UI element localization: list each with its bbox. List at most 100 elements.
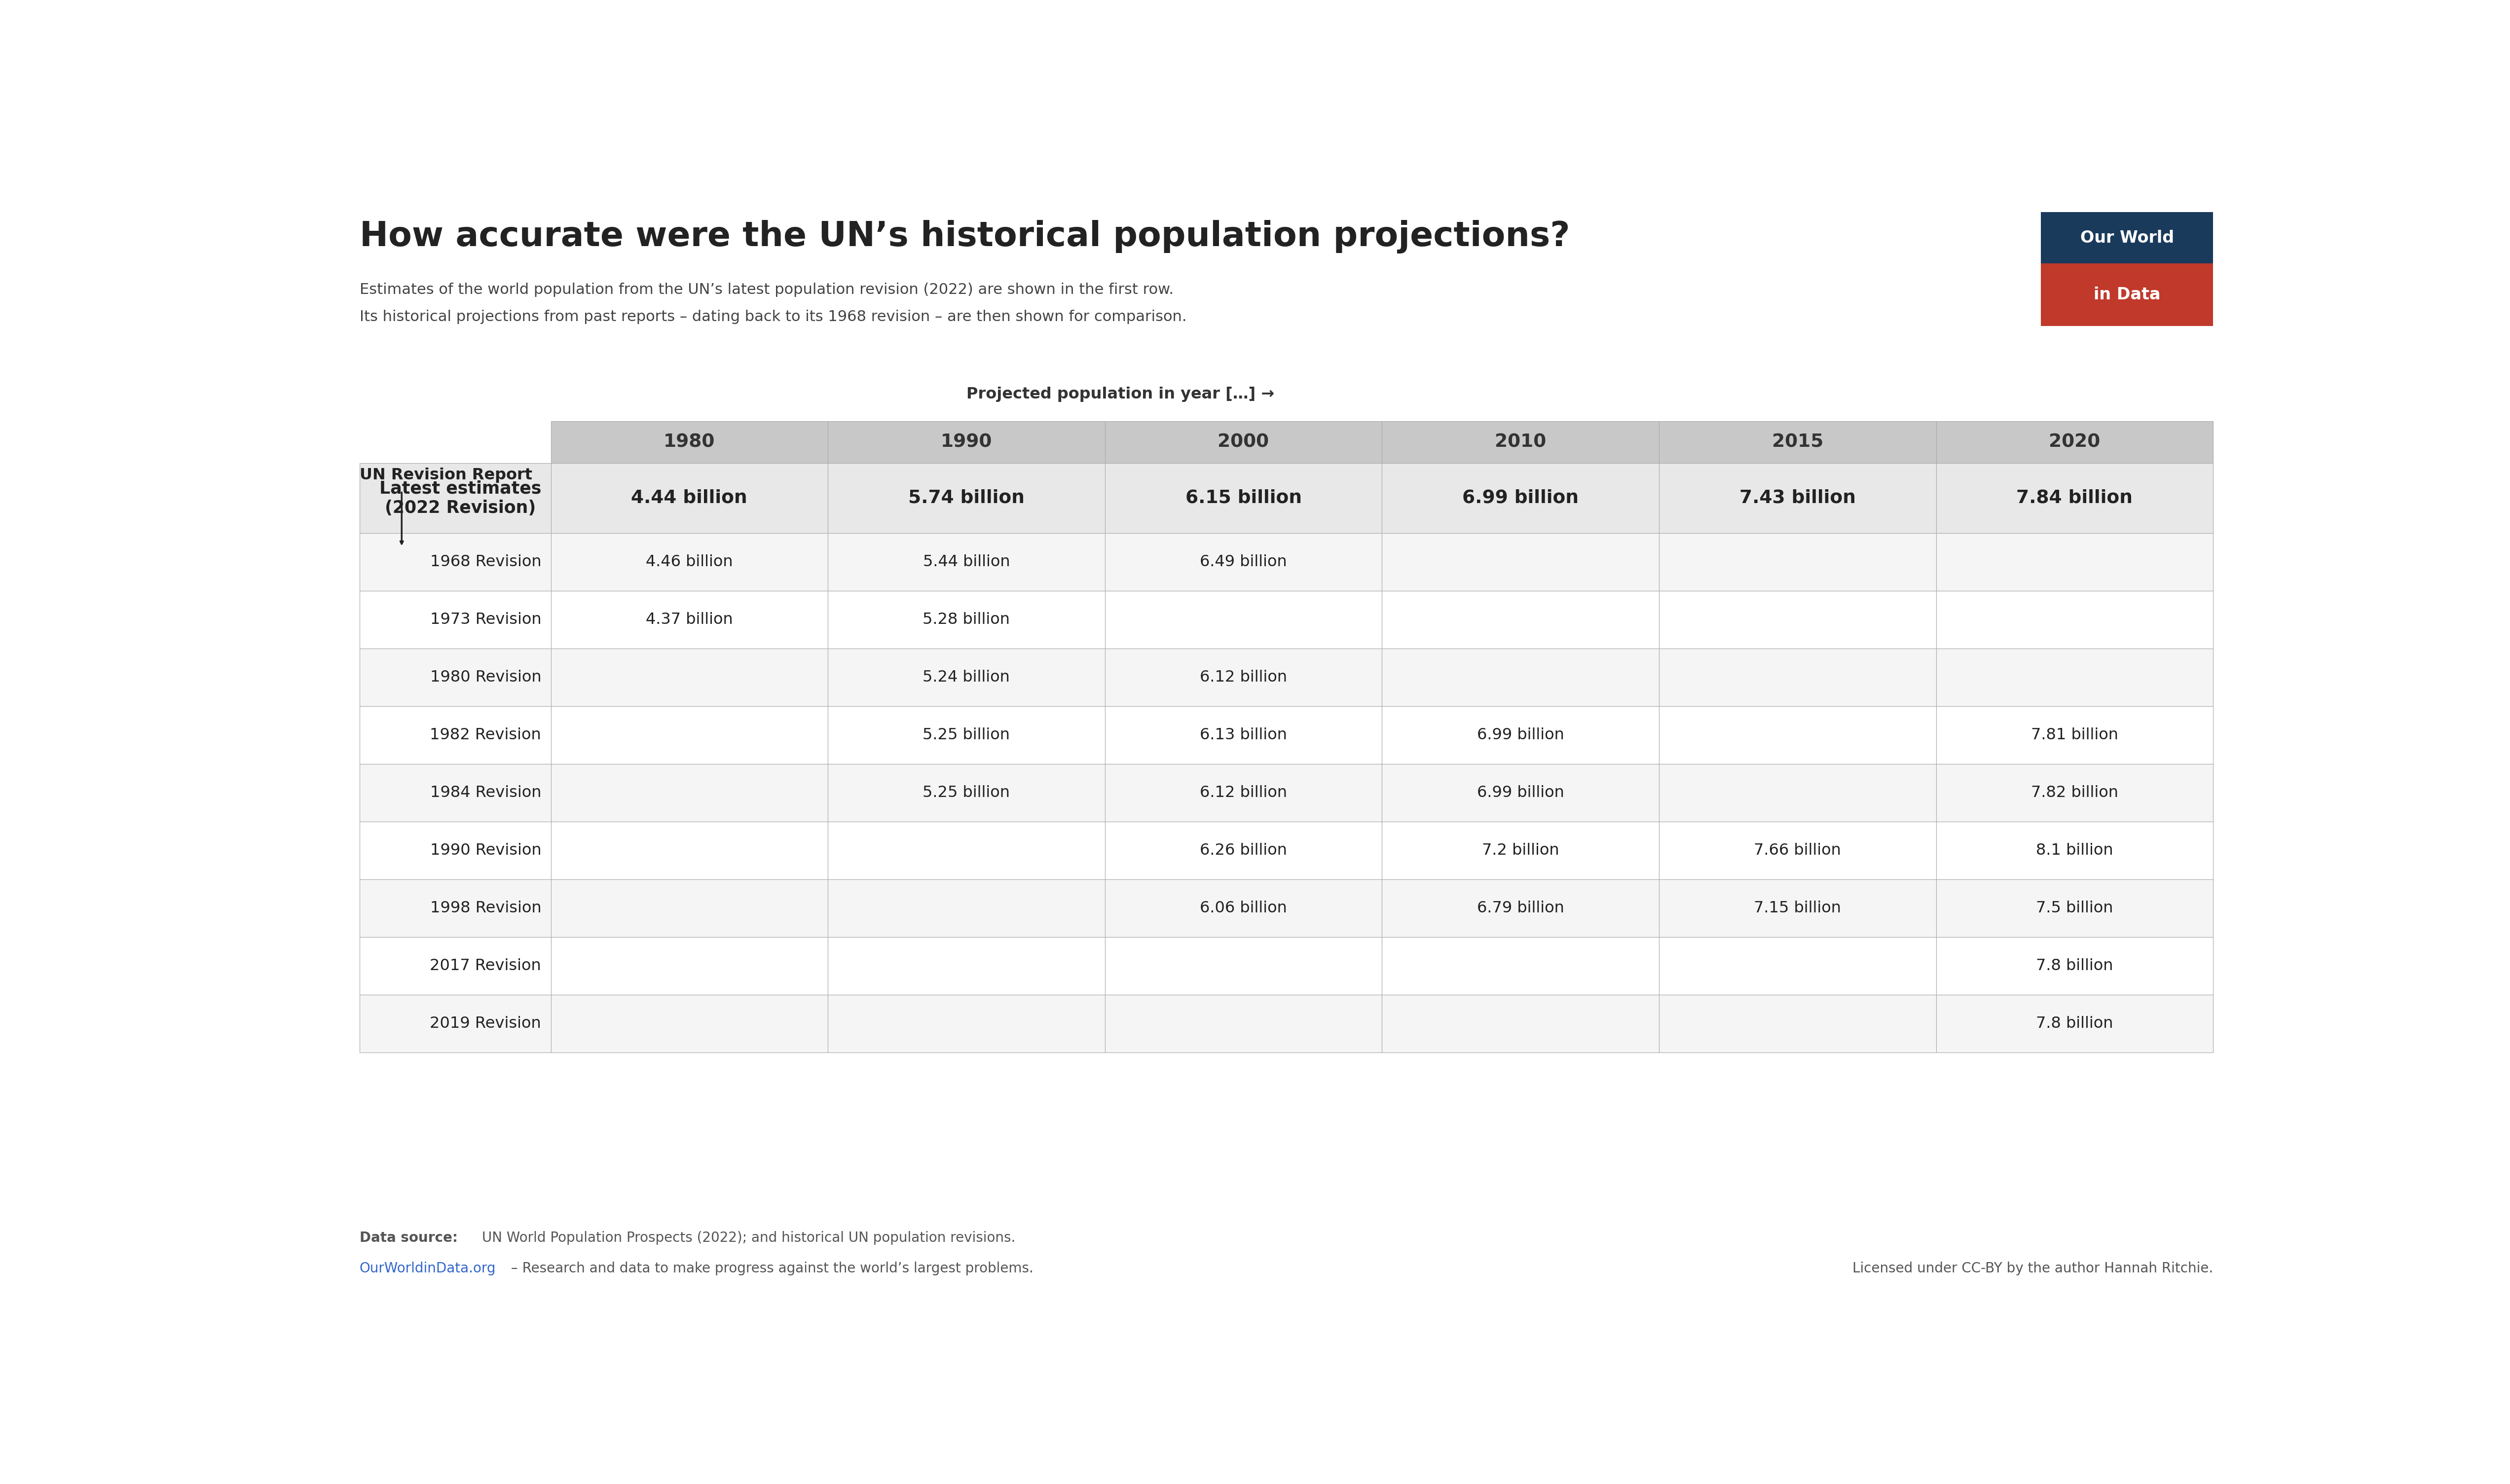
Text: 1973 Revision: 1973 Revision [429, 611, 542, 628]
FancyBboxPatch shape [828, 764, 1104, 822]
Text: 1990: 1990 [941, 433, 991, 451]
Text: 1990 Revision: 1990 Revision [429, 843, 542, 858]
FancyBboxPatch shape [1659, 421, 1935, 463]
FancyBboxPatch shape [1383, 938, 1659, 994]
FancyBboxPatch shape [1383, 994, 1659, 1052]
FancyBboxPatch shape [828, 463, 1104, 533]
FancyBboxPatch shape [1659, 880, 1935, 938]
Text: 5.25 billion: 5.25 billion [924, 785, 1009, 800]
Text: 4.44 billion: 4.44 billion [630, 490, 748, 508]
Text: 1980: 1980 [663, 433, 715, 451]
FancyBboxPatch shape [550, 880, 828, 938]
FancyBboxPatch shape [1104, 649, 1383, 706]
FancyBboxPatch shape [550, 591, 828, 649]
Text: – Research and data to make progress against the world’s largest problems.: – Research and data to make progress aga… [507, 1261, 1034, 1275]
FancyBboxPatch shape [1383, 649, 1659, 706]
Text: 5.25 billion: 5.25 billion [924, 727, 1009, 743]
Text: UN World Population Prospects (2022); and historical UN population revisions.: UN World Population Prospects (2022); an… [482, 1232, 1017, 1245]
Text: 4.46 billion: 4.46 billion [645, 555, 733, 570]
Text: Licensed under CC-BY by the author Hannah Ritchie.: Licensed under CC-BY by the author Hanna… [1852, 1261, 2214, 1275]
FancyBboxPatch shape [550, 463, 828, 533]
Text: Projected population in year […] →: Projected population in year […] → [966, 387, 1275, 402]
Text: 5.24 billion: 5.24 billion [924, 669, 1009, 686]
FancyBboxPatch shape [828, 822, 1104, 880]
FancyBboxPatch shape [1935, 764, 2214, 822]
FancyBboxPatch shape [1383, 764, 1659, 822]
Text: 1982 Revision: 1982 Revision [429, 727, 542, 743]
FancyBboxPatch shape [359, 463, 550, 533]
Text: 6.49 billion: 6.49 billion [1200, 555, 1288, 570]
FancyBboxPatch shape [1383, 463, 1659, 533]
Text: 6.79 billion: 6.79 billion [1476, 901, 1564, 916]
Text: 1980 Revision: 1980 Revision [429, 669, 542, 686]
FancyBboxPatch shape [550, 533, 828, 591]
Text: 7.5 billion: 7.5 billion [2036, 901, 2113, 916]
Text: Our World: Our World [2081, 230, 2174, 246]
FancyBboxPatch shape [2041, 264, 2214, 326]
FancyBboxPatch shape [1383, 533, 1659, 591]
FancyBboxPatch shape [1104, 421, 1383, 463]
Text: 2017 Revision: 2017 Revision [429, 959, 542, 974]
FancyBboxPatch shape [359, 994, 550, 1052]
FancyBboxPatch shape [1935, 649, 2214, 706]
Text: Latest estimates
(2022 Revision): Latest estimates (2022 Revision) [379, 479, 542, 516]
Text: 2010: 2010 [1496, 433, 1546, 451]
FancyBboxPatch shape [1935, 533, 2214, 591]
FancyBboxPatch shape [1935, 880, 2214, 938]
FancyBboxPatch shape [1935, 938, 2214, 994]
FancyBboxPatch shape [550, 764, 828, 822]
FancyBboxPatch shape [1659, 533, 1935, 591]
Text: 7.2 billion: 7.2 billion [1481, 843, 1559, 858]
Text: 4.37 billion: 4.37 billion [645, 611, 733, 628]
FancyBboxPatch shape [1383, 591, 1659, 649]
FancyBboxPatch shape [550, 994, 828, 1052]
FancyBboxPatch shape [1935, 421, 2214, 463]
Text: Its historical projections from past reports – dating back to its 1968 revision : Its historical projections from past rep… [359, 310, 1187, 324]
FancyBboxPatch shape [359, 822, 550, 880]
Text: 7.84 billion: 7.84 billion [2016, 490, 2134, 508]
FancyBboxPatch shape [828, 591, 1104, 649]
Text: 5.44 billion: 5.44 billion [924, 555, 1009, 570]
Text: 6.99 billion: 6.99 billion [1463, 490, 1579, 508]
Text: 5.74 billion: 5.74 billion [909, 490, 1024, 508]
Text: 1968 Revision: 1968 Revision [429, 555, 542, 570]
Text: 6.15 billion: 6.15 billion [1185, 490, 1303, 508]
FancyBboxPatch shape [1659, 938, 1935, 994]
Text: 6.13 billion: 6.13 billion [1200, 727, 1288, 743]
Text: 6.06 billion: 6.06 billion [1200, 901, 1288, 916]
Text: 8.1 billion: 8.1 billion [2036, 843, 2113, 858]
FancyBboxPatch shape [359, 880, 550, 938]
FancyBboxPatch shape [550, 649, 828, 706]
FancyBboxPatch shape [550, 938, 828, 994]
FancyBboxPatch shape [1935, 994, 2214, 1052]
FancyBboxPatch shape [1935, 706, 2214, 764]
Text: 6.99 billion: 6.99 billion [1476, 785, 1564, 800]
FancyBboxPatch shape [1383, 421, 1659, 463]
FancyBboxPatch shape [359, 764, 550, 822]
FancyBboxPatch shape [1659, 591, 1935, 649]
FancyBboxPatch shape [1659, 764, 1935, 822]
FancyBboxPatch shape [1104, 463, 1383, 533]
Text: 1998 Revision: 1998 Revision [429, 901, 542, 916]
Text: 2019 Revision: 2019 Revision [429, 1017, 542, 1031]
FancyBboxPatch shape [1104, 706, 1383, 764]
FancyBboxPatch shape [1935, 591, 2214, 649]
FancyBboxPatch shape [1104, 533, 1383, 591]
FancyBboxPatch shape [1659, 994, 1935, 1052]
Text: 7.15 billion: 7.15 billion [1754, 901, 1842, 916]
FancyBboxPatch shape [1659, 706, 1935, 764]
FancyBboxPatch shape [1383, 880, 1659, 938]
FancyBboxPatch shape [828, 706, 1104, 764]
FancyBboxPatch shape [2041, 212, 2214, 264]
FancyBboxPatch shape [359, 649, 550, 706]
FancyBboxPatch shape [1659, 463, 1935, 533]
FancyBboxPatch shape [1104, 938, 1383, 994]
Text: Data source:: Data source: [359, 1232, 462, 1245]
FancyBboxPatch shape [828, 880, 1104, 938]
FancyBboxPatch shape [828, 533, 1104, 591]
Text: 2000: 2000 [1217, 433, 1270, 451]
Text: 7.8 billion: 7.8 billion [2036, 959, 2113, 974]
Text: 7.81 billion: 7.81 billion [2031, 727, 2118, 743]
FancyBboxPatch shape [550, 421, 828, 463]
Text: 2020: 2020 [2048, 433, 2101, 451]
